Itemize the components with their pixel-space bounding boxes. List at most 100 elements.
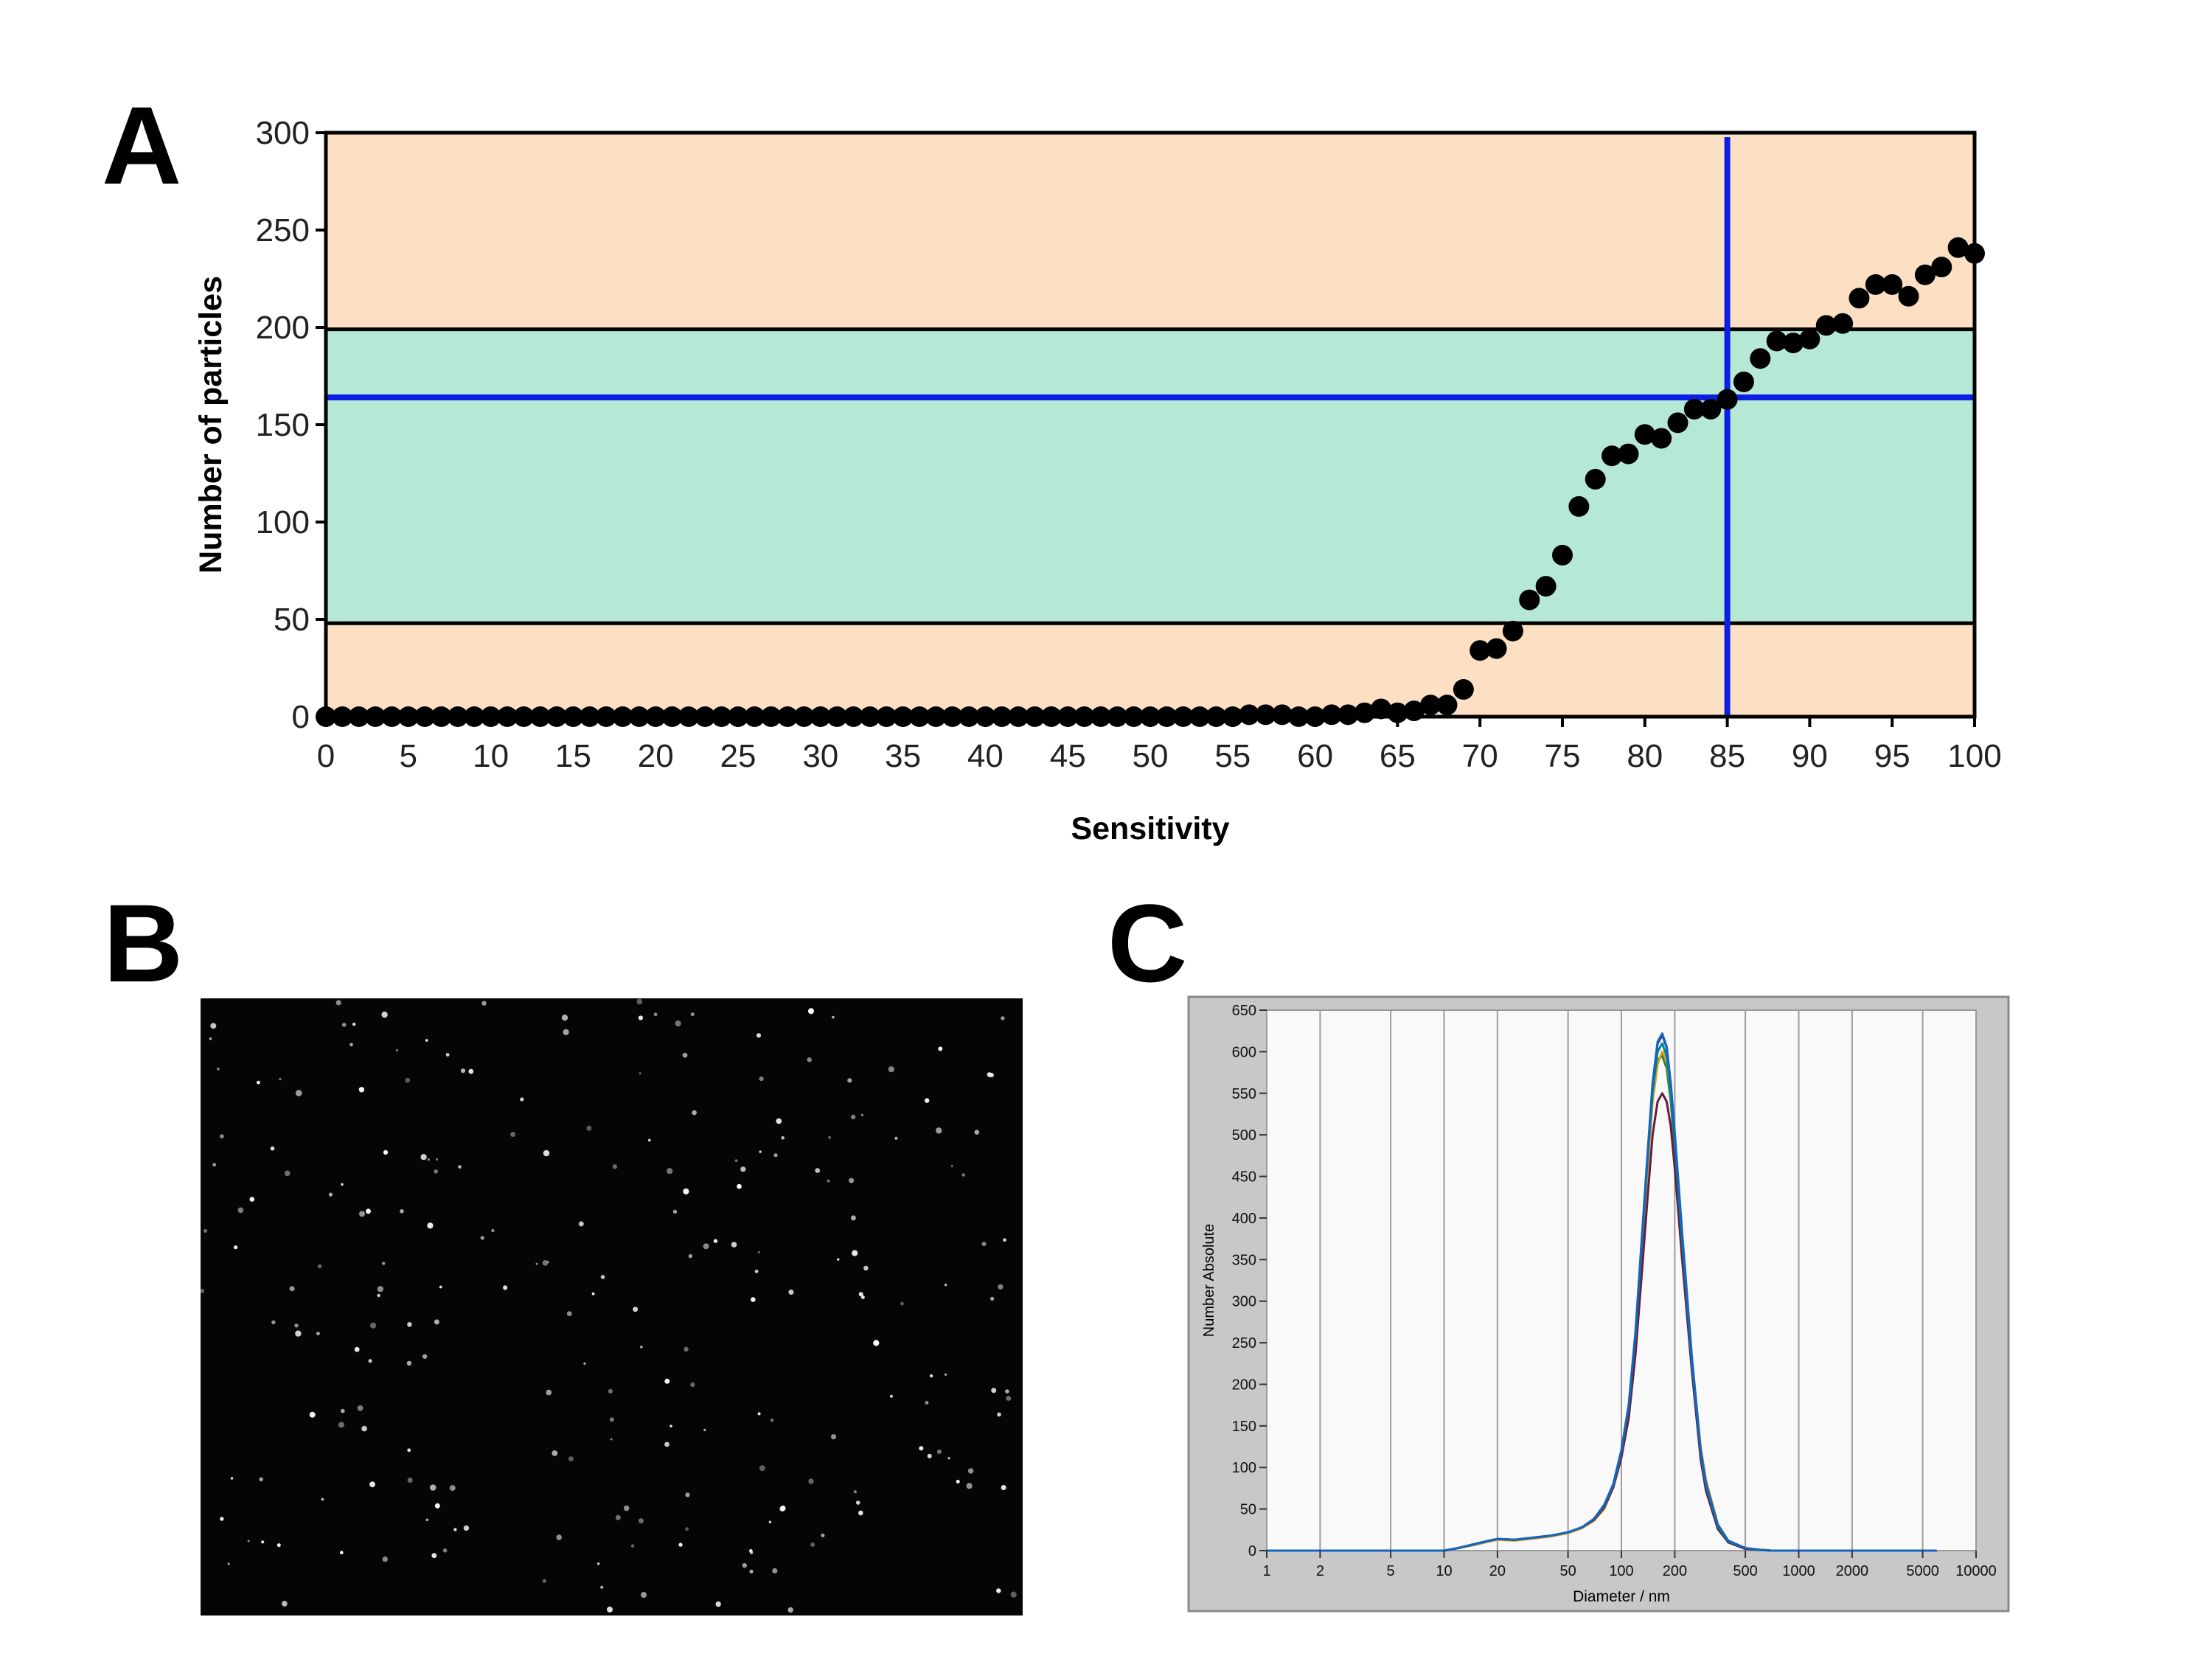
particle-speck	[919, 1446, 924, 1451]
c-y-tick-label: 300	[1232, 1294, 1256, 1310]
c-x-tick-label: 500	[1733, 1563, 1757, 1579]
particle-speck	[546, 1260, 550, 1264]
particle-speck	[759, 1077, 764, 1082]
a-data-point	[1865, 274, 1886, 295]
particle-speck	[556, 1534, 562, 1540]
a-y-tick-label: 200	[256, 310, 310, 346]
a-data-point	[1552, 544, 1573, 566]
c-y-axis-label: Number Absolute	[1201, 1224, 1217, 1337]
particle-speck	[947, 1457, 950, 1460]
a-x-ticks: 0 5 10 15 20 25 30 35 40 45 50 55 60 65 70 75 80 85 90 95 10…	[317, 717, 2002, 774]
particle-speck	[927, 1453, 932, 1458]
particle-speck	[460, 1068, 466, 1074]
particle-speck	[431, 1553, 437, 1559]
particle-speck	[435, 1158, 439, 1161]
particle-speck	[434, 1503, 440, 1509]
a-x-tick-label: 15	[555, 738, 591, 774]
particle-speck	[591, 1292, 595, 1295]
chart-a: 0 50 100 150 200 250 300 0 5 10 15 20 25 30 35 40 45 50 5…	[193, 115, 2002, 846]
particle-speck	[956, 1479, 960, 1484]
particle-speck	[683, 1188, 689, 1194]
particle-speck	[203, 1228, 208, 1233]
particle-speck	[542, 1579, 546, 1583]
particle-speck	[851, 1215, 856, 1221]
particle-speck	[639, 1072, 641, 1075]
particle-speck	[249, 1197, 255, 1202]
a-y-tick-label: 0	[292, 699, 310, 735]
particle-speck	[1010, 1591, 1017, 1598]
particle-speck	[860, 1295, 865, 1299]
particle-speck	[552, 1450, 558, 1456]
particle-speck	[295, 1090, 302, 1096]
particle-speck	[425, 1518, 429, 1522]
particle-speck	[434, 1319, 439, 1325]
particle-speck	[463, 1525, 470, 1531]
particle-speck	[690, 1012, 695, 1017]
particle-speck	[321, 1498, 324, 1501]
particle-speck	[309, 1411, 316, 1418]
particle-speck	[563, 1029, 569, 1035]
micrograph-image	[200, 998, 1017, 1613]
particle-speck	[282, 1601, 288, 1607]
a-x-tick-label: 40	[967, 738, 1004, 774]
particle-speck	[682, 1052, 688, 1058]
a-data-point	[1931, 257, 1952, 278]
particle-speck	[950, 1164, 953, 1168]
chart-c: 050100150200250300350400450500550600650 …	[1187, 995, 2010, 1613]
particle-speck	[807, 1057, 812, 1062]
a-data-point	[1436, 695, 1458, 716]
particle-speck	[740, 1166, 746, 1172]
particle-speck	[641, 1592, 647, 1598]
particle-speck	[247, 1540, 250, 1543]
particle-speck	[316, 1332, 320, 1335]
a-data-point	[1255, 704, 1276, 726]
particle-speck	[420, 1154, 427, 1161]
particle-speck	[754, 1269, 759, 1273]
c-x-tick-label: 10000	[1955, 1563, 1997, 1579]
particle-speck	[858, 1510, 863, 1516]
particle-speck	[317, 1264, 322, 1269]
particle-speck	[609, 1417, 614, 1422]
particle-speck	[828, 1135, 831, 1139]
particle-speck	[357, 1405, 364, 1411]
a-data-point	[1535, 576, 1557, 597]
particle-speck	[468, 1068, 474, 1074]
particle-speck	[340, 1551, 344, 1554]
particle-speck	[998, 1284, 1004, 1290]
a-y-tick-label: 150	[256, 407, 310, 443]
particle-speck	[703, 1428, 706, 1431]
particle-speck	[583, 1362, 586, 1365]
c-y-tick-label: 450	[1232, 1169, 1256, 1186]
particle-speck	[382, 1262, 386, 1265]
particle-speck	[831, 1434, 836, 1440]
particle-speck	[925, 1400, 929, 1405]
particle-speck	[341, 1408, 345, 1413]
particle-speck	[407, 1322, 412, 1327]
panel-label-c: C	[1107, 881, 1188, 1005]
particle-speck	[664, 1441, 669, 1447]
a-data-point	[1683, 398, 1705, 420]
particle-speck	[873, 1340, 880, 1346]
particle-speck	[407, 1448, 411, 1453]
particle-speck	[535, 1262, 538, 1265]
particle-speck	[439, 1285, 442, 1289]
particle-speck	[542, 1260, 549, 1266]
particle-speck	[787, 1607, 793, 1613]
a-data-point	[1453, 679, 1474, 700]
c-series-line-5	[1267, 1032, 1937, 1552]
particle-speck	[407, 1477, 413, 1484]
c-x-tick-label: 1	[1262, 1563, 1270, 1579]
particle-speck	[837, 1258, 840, 1261]
particle-speck	[664, 1378, 670, 1384]
c-x-tick-label: 100	[1609, 1563, 1633, 1579]
c-gridlines	[1266, 1010, 1977, 1551]
particle-speck	[358, 1087, 365, 1093]
particle-speck	[781, 1136, 785, 1140]
particle-speck	[772, 1568, 778, 1573]
particle-speck	[930, 1374, 933, 1378]
particle-speck	[756, 1033, 762, 1038]
c-y-tick-label: 150	[1232, 1419, 1256, 1435]
particle-speck	[894, 1136, 898, 1140]
a-data-point	[1882, 274, 1903, 295]
a-x-tick-label: 65	[1380, 738, 1416, 774]
